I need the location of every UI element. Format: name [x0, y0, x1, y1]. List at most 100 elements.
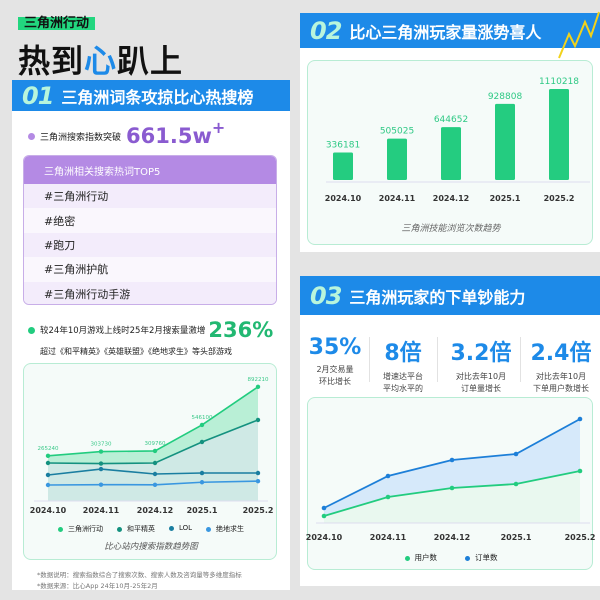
skill-views-chart: 336181 505025 644652 928808 1110218 — [326, 77, 590, 183]
section-title: 三角洲玩家的下单钞能力 — [349, 287, 526, 307]
x-tick-label: 2024.12 — [433, 533, 471, 542]
area-fill-orders — [324, 419, 580, 516]
data-point — [255, 478, 261, 484]
data-point — [199, 439, 205, 445]
data-point — [255, 384, 261, 390]
data-label: 928808 — [488, 92, 523, 102]
data-label: 336181 — [326, 140, 360, 150]
orders-chart — [316, 416, 590, 524]
data-point — [385, 473, 391, 479]
data-source: *数据来源：比心App 24年10月-25年2月 — [37, 582, 158, 590]
x-tick-label: 2025.2 — [564, 533, 596, 542]
search-index-line: 三角洲搜索指数突破 661.5w + — [28, 118, 225, 148]
x-tick-label: 2024.10 — [29, 506, 67, 515]
search-trend-card: 265240 303730 309760 546100 892210 2024.10 20… — [23, 363, 277, 560]
chart-caption: 三角洲技能浏览次数趋势 — [401, 224, 501, 234]
data-point — [385, 494, 391, 500]
data-note: *数据说明：搜索指数综合了搜索次数、搜索人数及咨询量等多维度指标 — [37, 571, 242, 579]
title-part-a: 热到 — [18, 42, 85, 80]
data-point — [152, 471, 158, 477]
search-index-value: 661.5w — [126, 124, 212, 148]
data-point — [45, 482, 51, 488]
stat-item: 8倍 增速达平台 平均水平的 — [383, 341, 423, 393]
data-point — [45, 453, 51, 459]
legend-item: 绝地求生 — [206, 524, 244, 534]
data-label: 546100 — [192, 415, 213, 421]
section-number: 02 — [310, 16, 342, 45]
data-point — [321, 513, 327, 519]
data-point — [199, 422, 205, 428]
x-tick-label: 2025.1 — [489, 194, 521, 203]
stat-item: 3.2倍 对比去年10月 订单量增长 — [450, 341, 512, 393]
bar — [441, 127, 461, 180]
section-title: 比心三角洲玩家量涨势喜人 — [349, 22, 542, 42]
table-row: #绝密 — [24, 208, 276, 233]
section-title: 三角洲词条攻掠比心热搜榜 — [61, 87, 254, 107]
table-row: #三角洲行动 — [24, 184, 276, 209]
section1-header: 01 三角洲词条攻掠比心热搜榜 — [12, 80, 290, 111]
data-point — [577, 416, 583, 422]
data-point — [199, 470, 205, 476]
table-row: #三角洲护航 — [24, 257, 276, 282]
data-point — [98, 449, 104, 454]
data-label: 644652 — [434, 115, 468, 125]
chart-legend: 三角洲行动 和平精英 LOL 绝地求生 — [24, 524, 278, 534]
x-tick-label: 2024.11 — [369, 533, 407, 542]
main-title: 热到心趴上 — [18, 36, 183, 82]
data-point — [449, 485, 455, 491]
x-tick-label: 2024.10 — [324, 194, 362, 203]
orders-card: 2024.10 2024.11 2024.12 2025.1 2025.2 用户数 订单… — [305, 397, 596, 570]
table-row: #跑刀 — [24, 232, 276, 258]
x-tick-label: 2024.11 — [378, 194, 416, 203]
section-number: 01 — [22, 81, 54, 110]
growth-text: 较24年10月游戏上线时25年2月搜索量激增 — [40, 326, 206, 336]
data-point — [255, 470, 261, 476]
growth-subtext: 超过《和平精英》《英雄联盟》《绝地求生》等头部游戏 — [40, 347, 232, 356]
hot-words-table: 三角洲相关搜索热词TOP5 #三角洲行动 #绝密 #跑刀 #三角洲护航 #三角洲… — [23, 155, 277, 305]
data-label: 265240 — [38, 446, 59, 452]
data-point — [98, 461, 104, 466]
section3-header: 03 三角洲玩家的下单钞能力 — [300, 276, 600, 315]
data-point — [513, 481, 519, 487]
title-part-c: 趴上 — [117, 42, 184, 80]
data-point — [152, 460, 158, 466]
x-tick-label: 2024.10 — [305, 533, 343, 542]
x-tick-label: 2025.2 — [543, 194, 575, 203]
bullet-icon — [28, 132, 35, 140]
area-fill-heping — [48, 419, 258, 501]
growth-value: 236% — [208, 318, 274, 342]
data-point — [513, 451, 519, 457]
legend-item: 三角洲行动 — [57, 524, 103, 534]
section-number: 03 — [310, 281, 342, 310]
search-index-text: 三角洲搜索指数突破 — [40, 132, 122, 143]
data-point — [45, 460, 51, 466]
data-label: 1110218 — [539, 77, 579, 87]
data-label: 892210 — [248, 377, 269, 383]
bullet-icon — [28, 326, 35, 334]
x-tick-label: 2025.1 — [186, 506, 218, 515]
divider — [520, 337, 521, 382]
divider — [369, 337, 370, 382]
legend-item: 订单数 — [465, 552, 498, 563]
bar — [549, 89, 569, 180]
data-label: 303730 — [91, 442, 112, 448]
zigzag-decoration-icon — [558, 11, 600, 59]
tag-label: 三角洲行动 — [18, 17, 96, 30]
data-point — [98, 466, 104, 472]
x-tick-label: 2025.2 — [242, 506, 274, 515]
legend-item: LOL — [168, 524, 192, 534]
section2-header: 02 比心三角洲玩家量涨势喜人 — [300, 13, 600, 48]
plus-sign: + — [211, 118, 226, 137]
data-point — [152, 448, 158, 454]
data-point — [45, 472, 51, 478]
x-tick-label: 2024.12 — [432, 194, 470, 203]
stat-item: 2.4倍 对比去年10月 下单用户数增长 — [530, 341, 592, 393]
skill-views-card: 336181 505025 644652 928808 1110218 2024.10 2… — [307, 60, 593, 245]
bar — [495, 103, 515, 180]
bar — [387, 138, 407, 180]
x-tick-label: 2024.12 — [136, 506, 174, 515]
divider — [437, 337, 438, 382]
data-point — [98, 482, 104, 487]
table-header: 三角洲相关搜索热词TOP5 — [24, 156, 276, 184]
growth-line: 较24年10月游戏上线时25年2月搜索量激增 236% — [28, 318, 273, 342]
